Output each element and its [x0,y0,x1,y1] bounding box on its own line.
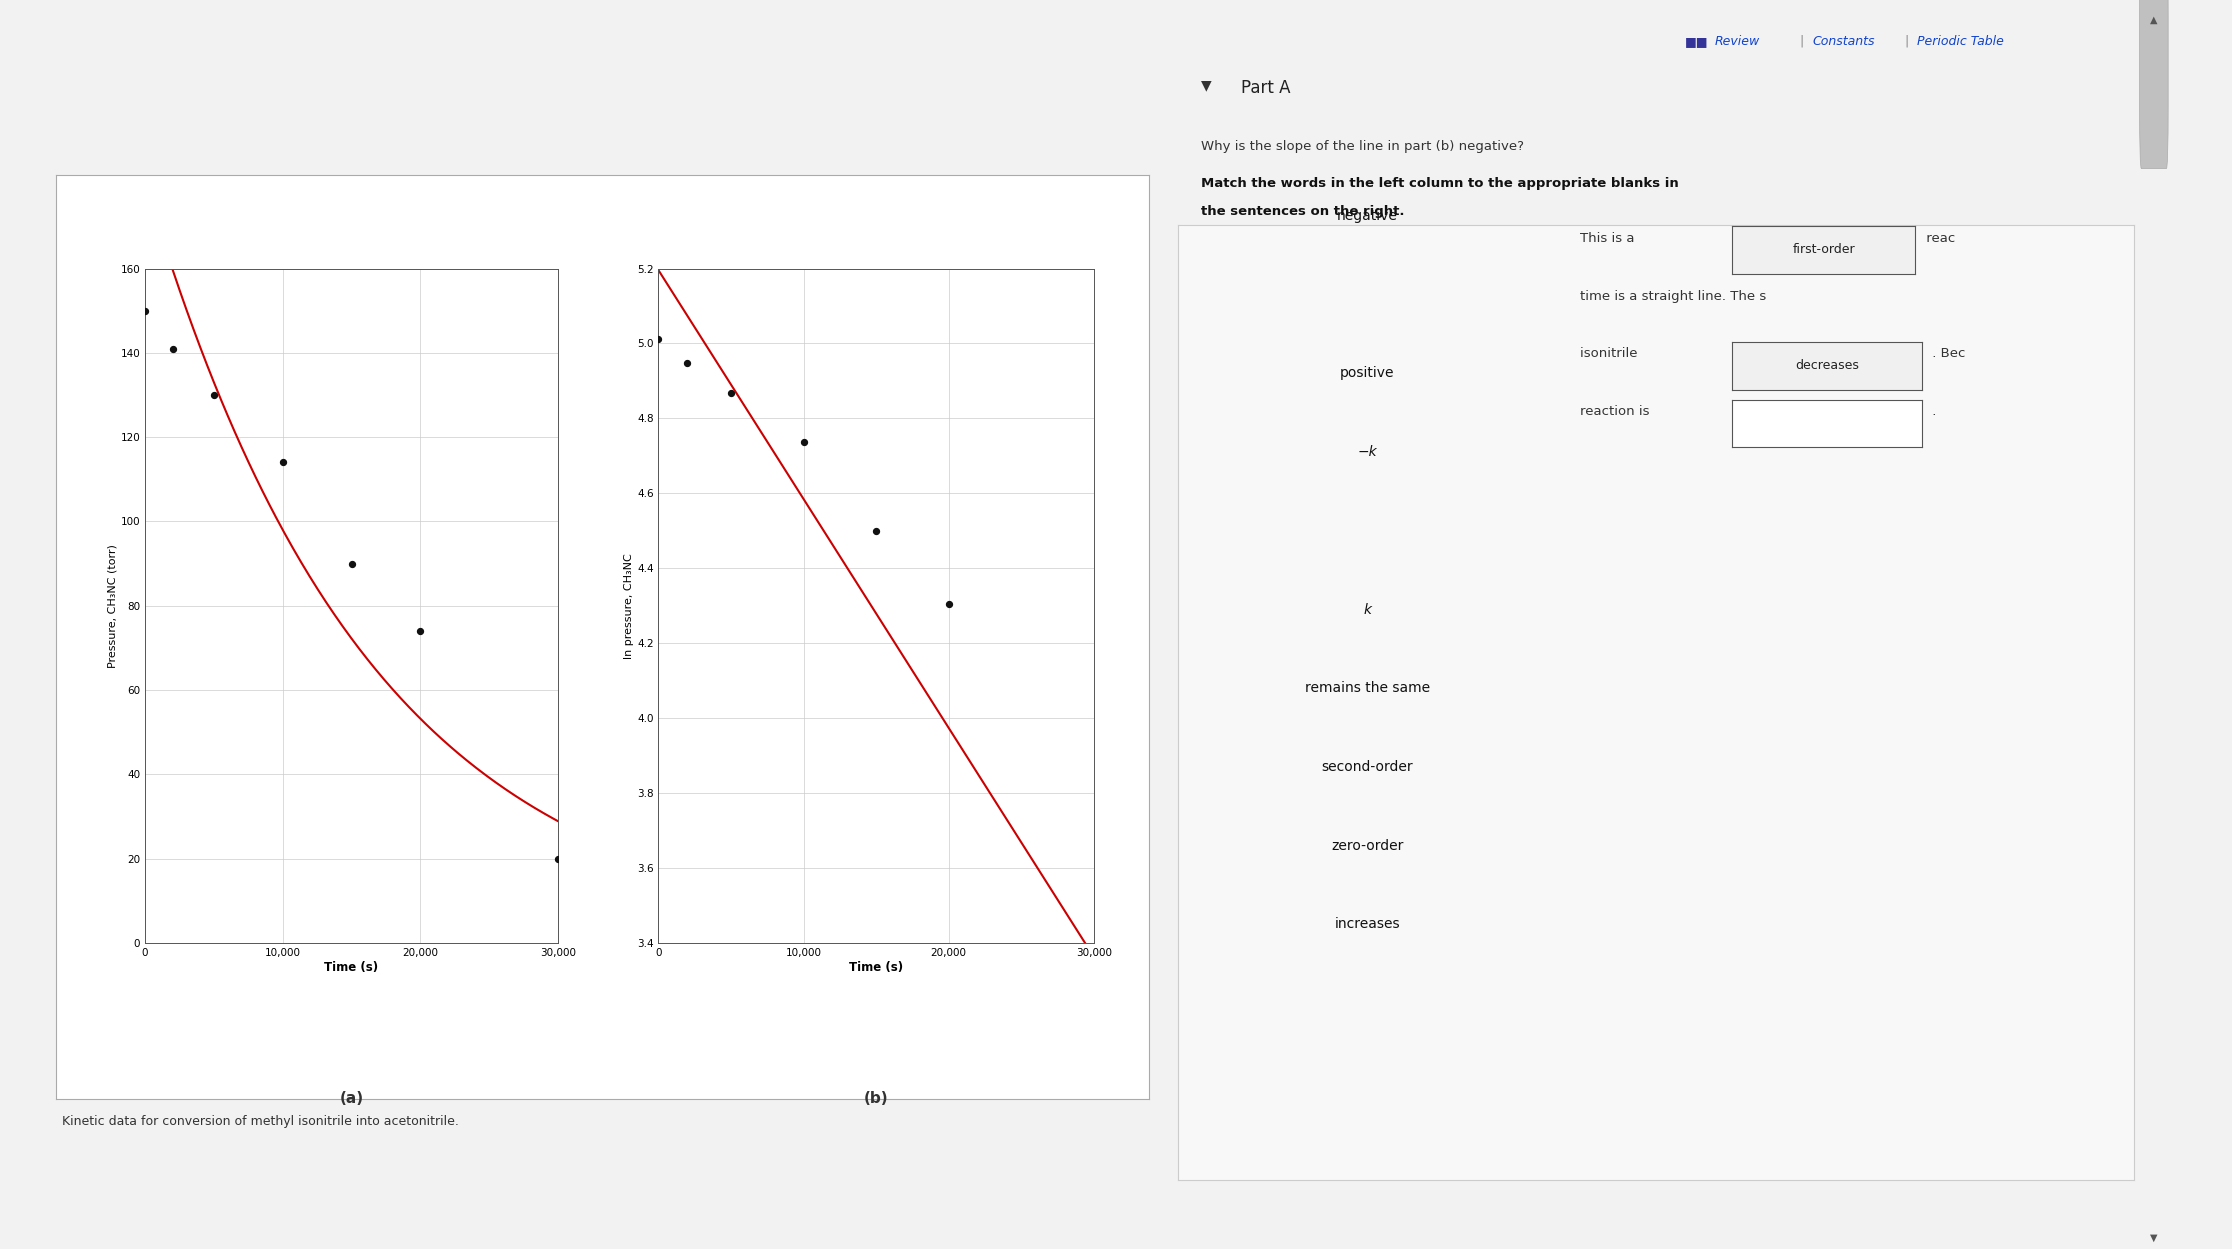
Text: Review: Review [1714,35,1759,47]
Point [333,553,368,573]
Text: decreases: decreases [1795,360,1859,372]
Text: first-order: first-order [1792,244,1855,256]
Text: positive: positive [1339,366,1395,381]
Text: isonitrile: isonitrile [1580,347,1643,360]
X-axis label: Time (s): Time (s) [324,960,379,974]
Text: the sentences on the right.: the sentences on the right. [1201,205,1404,217]
Text: reac: reac [1922,232,1955,245]
Point [266,452,301,472]
Point [931,595,966,615]
Text: negative: negative [1337,209,1397,224]
Text: (a): (a) [339,1092,364,1107]
Point [641,330,676,350]
Text: Periodic Table: Periodic Table [1917,35,2004,47]
Text: Why is the slope of the line in part (b) negative?: Why is the slope of the line in part (b)… [1201,140,1524,152]
Point [1076,1084,1112,1104]
Text: This is a: This is a [1580,232,1638,245]
Point [196,385,232,405]
Text: increases: increases [1335,917,1399,932]
FancyBboxPatch shape [2140,0,2167,169]
Text: Kinetic data for conversion of methyl isonitrile into acetonitrile.: Kinetic data for conversion of methyl is… [62,1115,460,1128]
Text: k: k [1364,602,1370,617]
Y-axis label: ln pressure, CH₃NC: ln pressure, CH₃NC [625,553,634,658]
Text: second-order: second-order [1321,759,1413,774]
Text: ▼: ▼ [1201,79,1212,92]
Text: reaction is: reaction is [1580,405,1654,417]
Text: −k: −k [1357,445,1377,460]
Point [786,432,821,452]
Point [127,301,163,321]
Text: Part A: Part A [1241,79,1290,96]
Text: .: . [1928,405,1937,417]
Text: Match the words in the left column to the appropriate blanks in: Match the words in the left column to th… [1201,177,1678,190]
Text: |: | [1799,35,1803,47]
Text: zero-order: zero-order [1330,838,1404,853]
Text: (b): (b) [864,1092,888,1107]
Y-axis label: Pressure, CH₃NC (torr): Pressure, CH₃NC (torr) [107,543,118,668]
Text: Constants: Constants [1812,35,1875,47]
Text: |: | [1904,35,1908,47]
Text: remains the same: remains the same [1303,681,1431,696]
Point [154,338,190,358]
Point [670,352,705,372]
Text: . Bec: . Bec [1928,347,1966,360]
Point [714,383,750,403]
Point [402,621,437,641]
Text: time is a straight line. The s: time is a straight line. The s [1580,290,1766,302]
Point [540,849,576,869]
Text: ■■: ■■ [1685,35,1710,47]
Text: ▲: ▲ [2149,15,2158,25]
Point [857,521,893,541]
Text: ▼: ▼ [2149,1233,2158,1243]
X-axis label: Time (s): Time (s) [848,960,904,974]
